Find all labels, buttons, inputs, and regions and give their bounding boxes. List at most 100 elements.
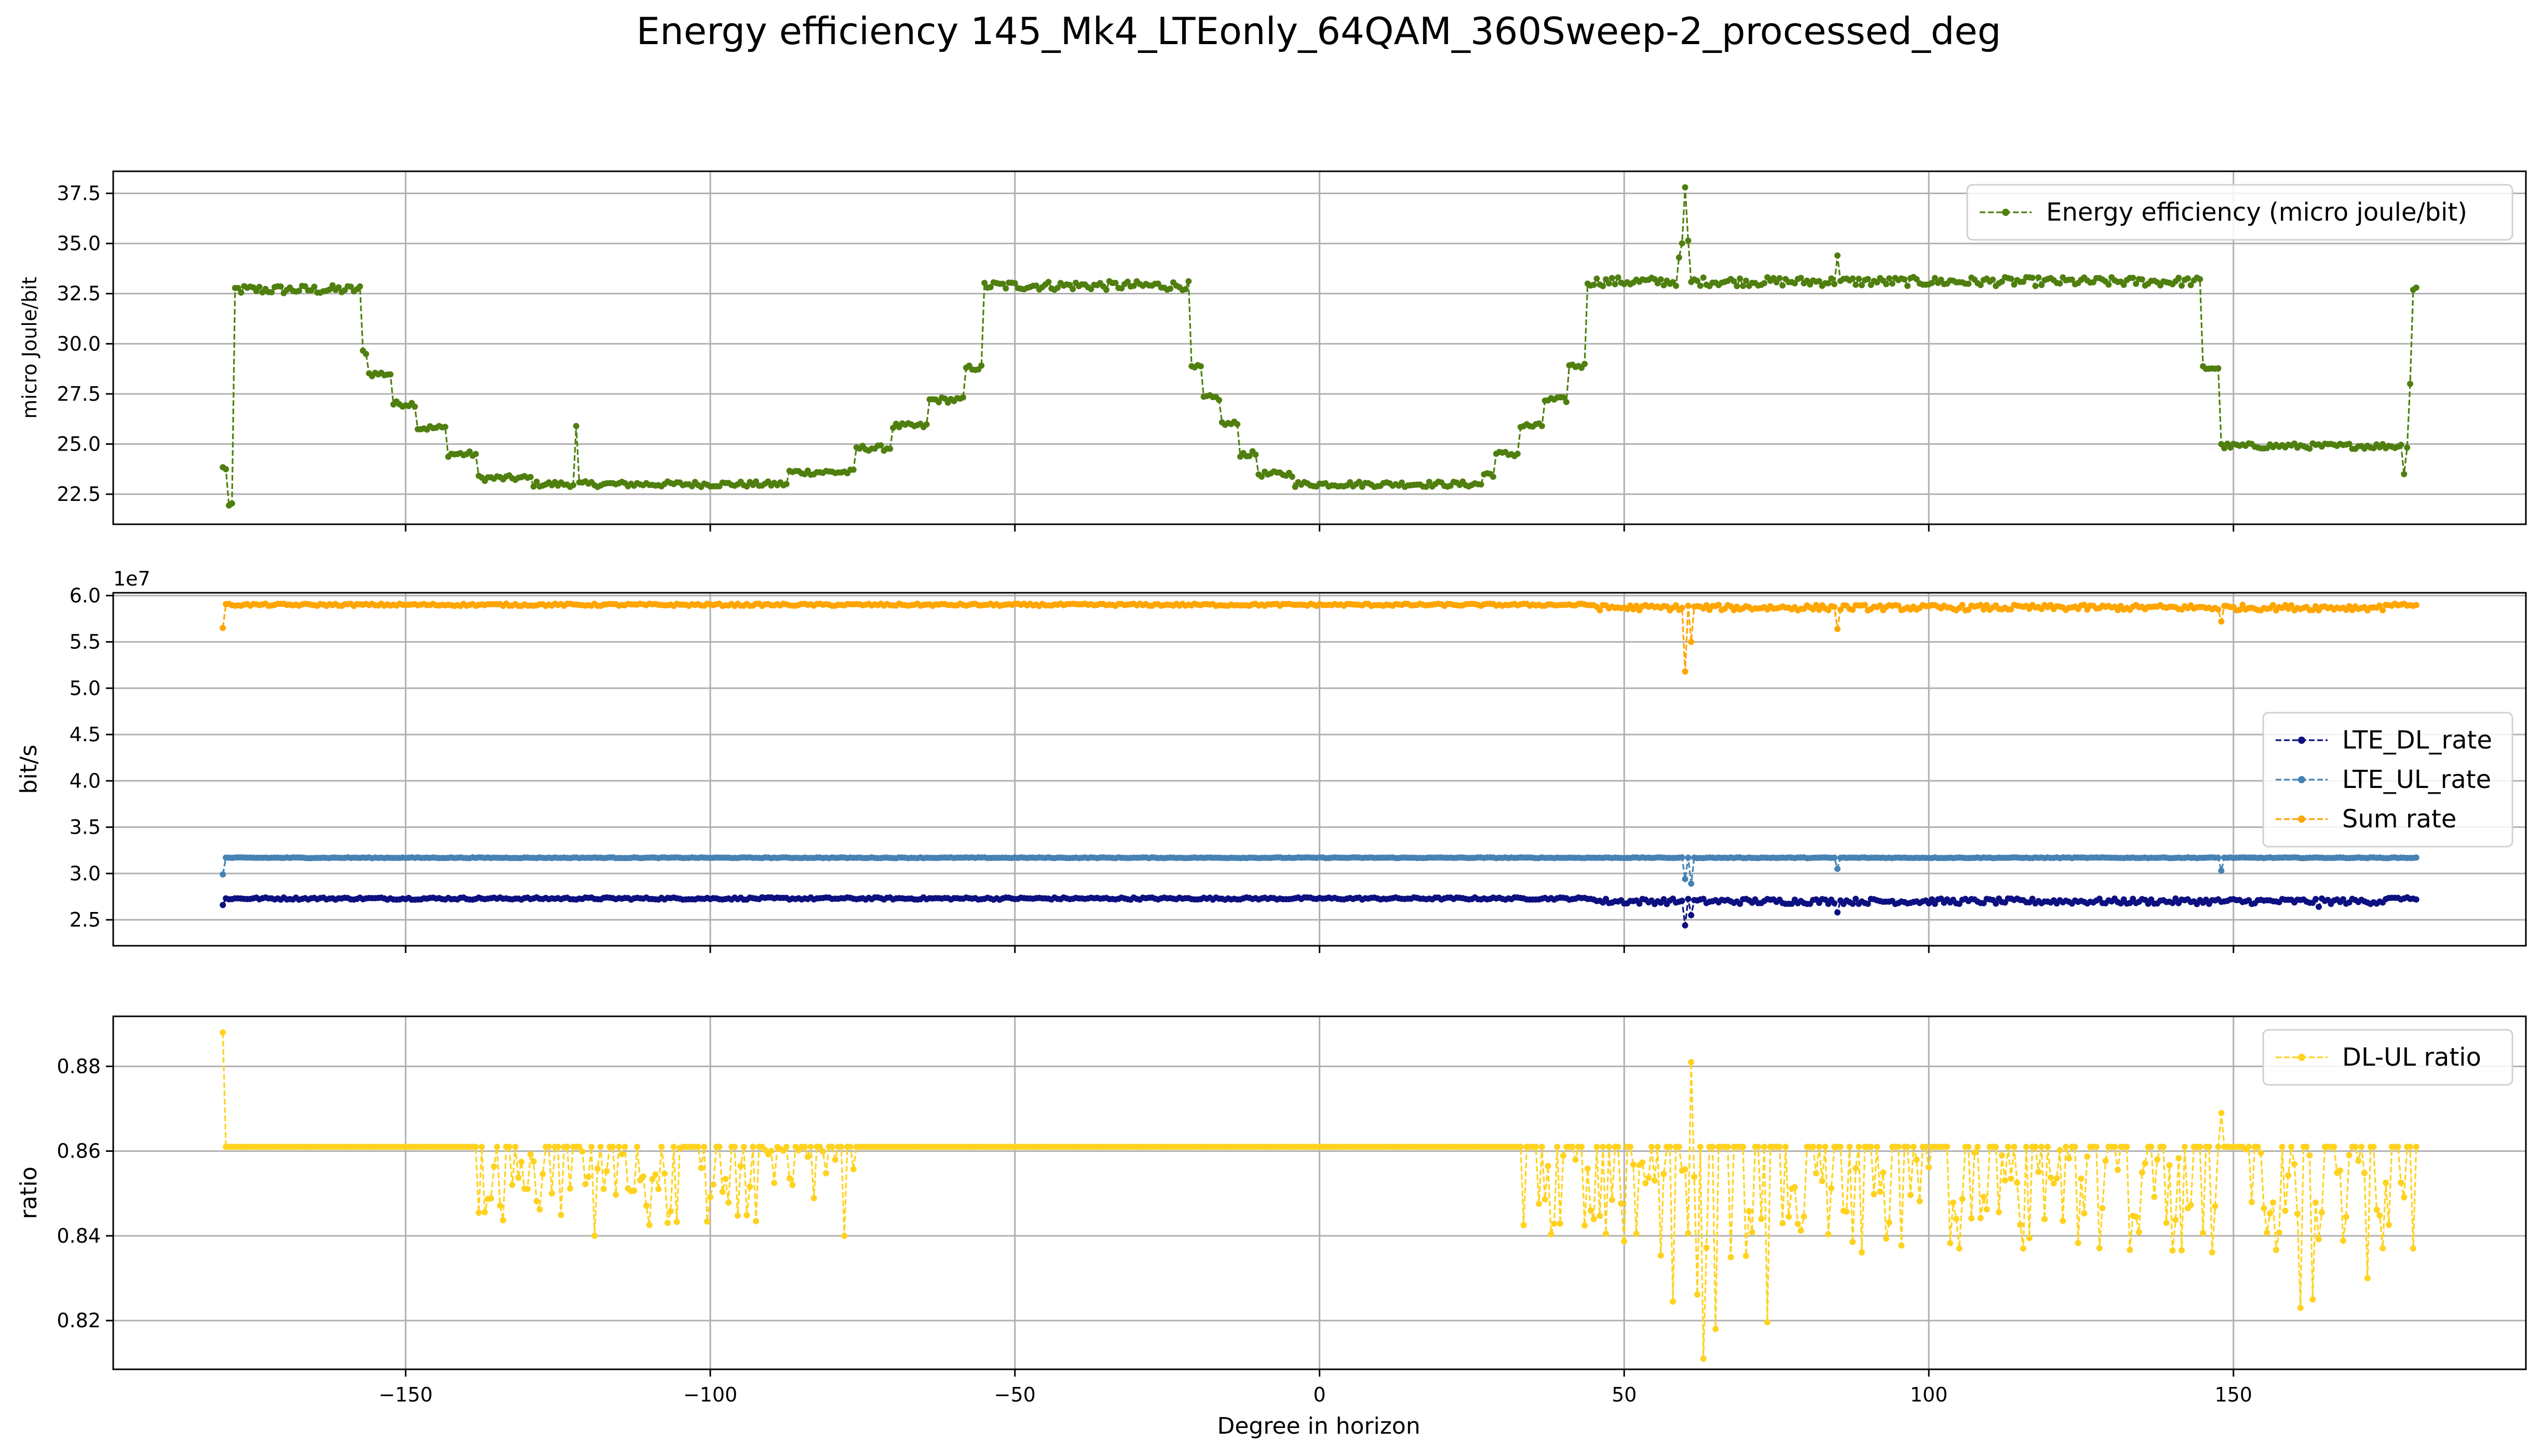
data-point [631,1187,638,1194]
data-point [2035,274,2042,281]
data-point [2169,1247,2176,1254]
data-point [2346,1152,2352,1159]
data-point [2358,1144,2365,1150]
data-point [223,466,229,472]
data-point [2212,1203,2219,1209]
data-point [2361,1169,2368,1176]
data-point [1688,912,1695,919]
data-point [762,1147,768,1153]
data-point [1679,854,1685,861]
data-point [2078,1175,2085,1182]
data-point [1831,281,1838,288]
data-point [1688,880,1695,887]
data-point [1590,1216,1597,1222]
data-point [850,1166,857,1173]
data-point [530,483,537,490]
data-point [771,1179,778,1186]
data-point [1810,1144,1816,1150]
data-point [476,1209,482,1216]
data-point [1737,901,1743,907]
data-point [2401,471,2408,478]
legend-entry: DL-UL ratio [2276,1043,2481,1072]
data-point [2124,1144,2130,1150]
data-point [1858,282,1865,289]
data-point [1252,451,1259,458]
data-point [1825,1231,1832,1237]
data-point [1584,1165,1591,1172]
data-point [235,284,241,291]
data-point [1615,1144,1621,1150]
data-point [1694,278,1701,284]
data-point [2309,1296,2316,1303]
data-point [1734,283,1740,290]
data-point [506,1144,512,1150]
data-point [2261,1205,2267,1212]
data-point [2120,281,2127,288]
data-point [999,280,1006,287]
data-point [1560,1152,1566,1159]
data-point [1944,1144,1951,1150]
data-point [2221,445,2228,452]
data-point [1831,604,1838,610]
data-point [1703,1244,1710,1251]
data-point [1633,602,1640,609]
data-point [1045,279,1052,285]
data-point [1853,281,1859,288]
data-point [1907,1192,1914,1199]
data-point [667,1208,674,1215]
data-point [1856,276,1862,282]
data-point [1621,1238,1628,1245]
legend-label: LTE_DL_rate [2342,726,2492,755]
data-point [1853,1165,1859,1172]
data-point [2020,1245,2026,1252]
data-point [2163,1219,2170,1226]
data-point [2364,1275,2371,1282]
data-point [2184,275,2191,282]
data-point [1597,607,1603,614]
data-point [2075,1240,2081,1246]
data-point [1755,1144,1762,1150]
y-offset-label: 1e7 [113,567,151,590]
data-point [527,1151,534,1158]
legend: Energy efficiency (micro joule/bit) [1966,184,2513,241]
data-point [2166,1162,2173,1168]
data-point [2288,602,2295,608]
data-point [488,1195,494,1202]
data-point [1831,854,1838,861]
data-point [1950,1199,1956,1206]
data-point [750,1144,756,1150]
data-point [768,1148,775,1154]
data-point [740,1144,747,1150]
data-point [2044,1144,2051,1150]
data-point [1536,1201,1542,1207]
data-point [1877,1188,1884,1195]
data-point [1709,1144,1716,1150]
data-point [2413,1144,2419,1150]
data-point [220,1029,226,1036]
data-point [2057,280,2063,287]
data-point [1837,1144,1844,1150]
data-point [877,442,884,448]
series-group [220,1029,2419,1362]
data-point [1959,602,1966,608]
data-point [1977,602,1984,608]
data-point [2005,1144,2011,1150]
data-point [652,1171,659,1178]
data-point [1928,280,1935,287]
data-point [1740,1144,1747,1150]
data-point [725,1199,732,1206]
data-point [1801,1213,1807,1220]
data-point [2029,895,2036,902]
data-point [567,1185,574,1192]
data-point [2169,900,2176,906]
data-point [1685,854,1692,861]
data-point [442,424,449,430]
data-point [2297,1304,2304,1311]
data-point [1965,1144,1972,1150]
data-point [2379,1245,2386,1251]
legend-marker [2298,815,2305,823]
data-point [1130,282,1137,289]
data-point [2179,1247,2185,1254]
x-tick-label: 150 [2214,1383,2252,1406]
